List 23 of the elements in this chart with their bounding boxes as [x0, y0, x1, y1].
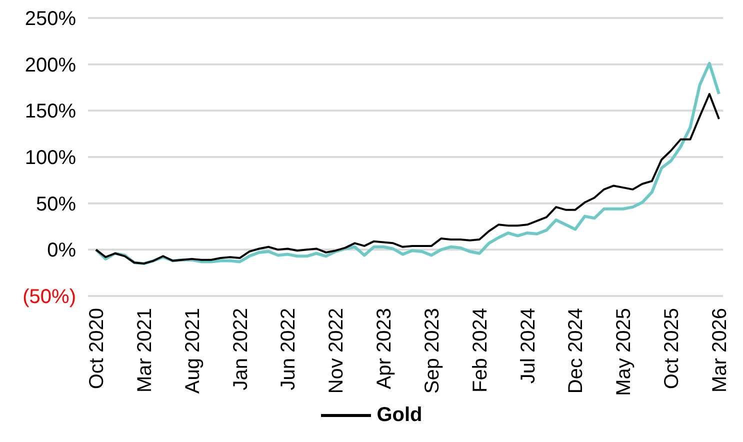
y-tick-label: 150%	[24, 100, 76, 123]
x-tick-label: Mar 2026	[709, 308, 731, 392]
y-tick-label: 200%	[24, 54, 76, 76]
x-tick-label: Feb 2024	[469, 308, 492, 393]
x-tick-label: Aug 2021	[182, 308, 204, 394]
x-tick-label: May 2025	[613, 308, 636, 396]
x-tick-label: Sep 2023	[421, 308, 444, 394]
y-tick-label: 100%	[24, 147, 76, 169]
x-tick-label: Nov 2022	[326, 308, 348, 394]
x-tick-label: Mar 2021	[134, 308, 156, 392]
x-tick-label: Jun 2022	[278, 308, 300, 390]
x-tick-label: Dec 2024	[565, 308, 588, 394]
y-tick-label: (50%)	[22, 286, 76, 308]
y-tick-label: 0%	[47, 240, 76, 262]
x-tick-label: Jan 2022	[230, 308, 252, 390]
line-series	[95, 92, 720, 265]
x-tick-label: Jul 2024	[517, 308, 540, 384]
x-tick-label: Oct 2025	[661, 308, 684, 390]
y-tick-label: 250%	[24, 8, 76, 30]
y-tick-label: 50%	[36, 193, 76, 216]
x-tick-label: Oct 2020	[86, 308, 108, 390]
x-tick-label: Apr 2023	[374, 308, 396, 390]
legend-label: Gold	[376, 404, 422, 427]
